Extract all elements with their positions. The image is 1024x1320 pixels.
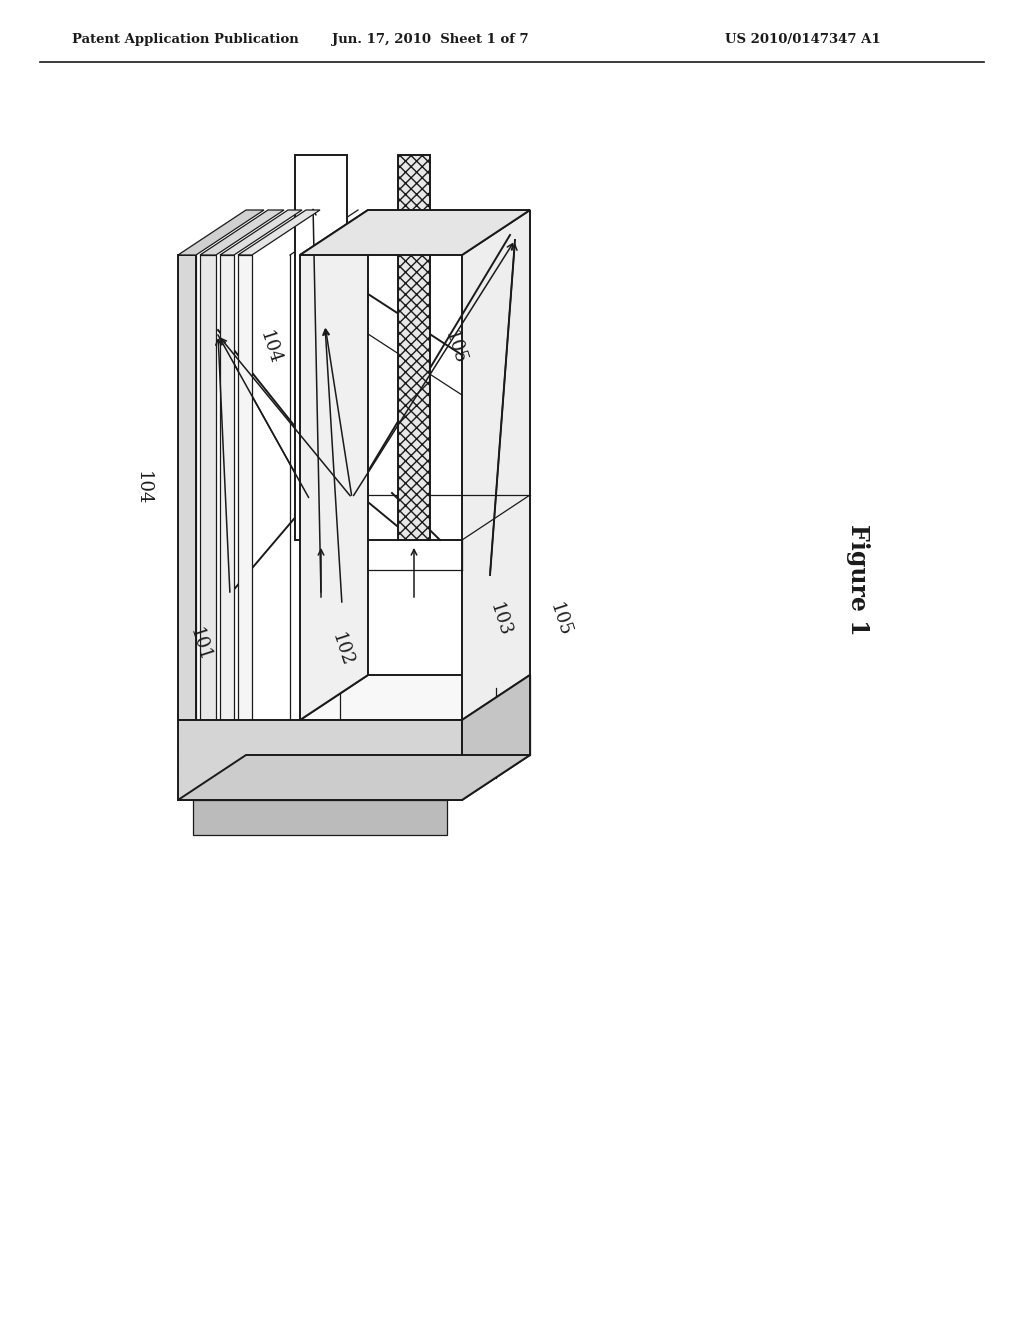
Polygon shape: [178, 210, 264, 255]
Polygon shape: [300, 210, 530, 255]
Polygon shape: [295, 154, 347, 540]
Text: 101: 101: [186, 626, 214, 664]
Text: 102: 102: [328, 631, 356, 669]
Text: 104: 104: [134, 471, 152, 506]
Text: US 2010/0147347 A1: US 2010/0147347 A1: [725, 33, 881, 46]
Polygon shape: [238, 210, 319, 255]
Text: Figure 1: Figure 1: [846, 524, 870, 636]
Text: 105: 105: [441, 329, 469, 367]
Polygon shape: [238, 255, 252, 719]
Text: Jun. 17, 2010  Sheet 1 of 7: Jun. 17, 2010 Sheet 1 of 7: [332, 33, 528, 46]
Polygon shape: [462, 210, 530, 719]
Polygon shape: [178, 255, 196, 719]
Polygon shape: [178, 755, 530, 800]
Polygon shape: [398, 154, 430, 540]
Polygon shape: [178, 719, 462, 800]
Text: 104: 104: [256, 329, 284, 367]
Polygon shape: [462, 675, 530, 800]
Polygon shape: [300, 675, 530, 719]
Polygon shape: [178, 255, 196, 719]
Polygon shape: [200, 210, 284, 255]
Polygon shape: [193, 800, 447, 836]
Polygon shape: [220, 255, 234, 719]
Polygon shape: [300, 210, 368, 719]
Text: Patent Application Publication: Patent Application Publication: [72, 33, 299, 46]
Polygon shape: [220, 210, 302, 255]
Text: 105: 105: [546, 601, 573, 639]
Text: 103: 103: [486, 601, 514, 639]
Polygon shape: [200, 255, 216, 719]
